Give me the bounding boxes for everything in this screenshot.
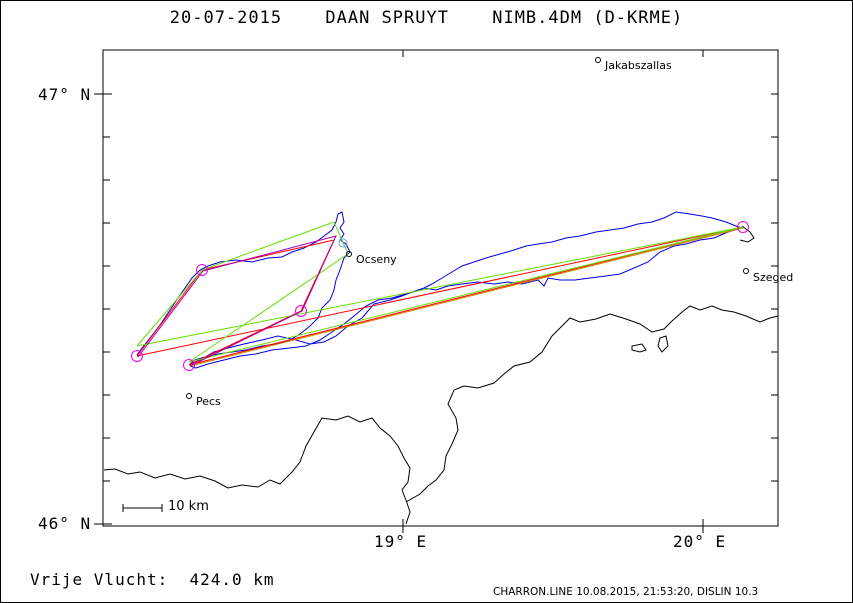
lon-label-19: 19° E — [374, 532, 428, 551]
lake-outline — [631, 335, 669, 353]
scale-bar-label: 10 km — [168, 499, 209, 514]
plot-border — [102, 49, 779, 527]
lat-label-47: 47° N — [38, 85, 92, 104]
route-purple — [137, 235, 337, 367]
map-title: 20-07-2015 DAAN SPRUYT NIMB.4DM (D-KRME) — [0, 8, 853, 28]
scale-bar — [122, 504, 163, 512]
turnpoint-5 — [338, 238, 348, 248]
turnpoint-start — [131, 350, 143, 362]
city-label-jakabszallas: Jakabszallas — [605, 59, 672, 72]
city-label-szeged: Szeged — [753, 271, 794, 284]
turnpoints — [131, 221, 749, 371]
city-markers — [186, 57, 749, 399]
credit-line: CHARRON.LINE 10.08.2015, 21:53:20, DISLI… — [493, 586, 759, 598]
turnpoint-1 — [196, 264, 208, 276]
city-label-ocseny: Ocseny — [356, 253, 397, 266]
lat-label-46: 46° N — [38, 514, 92, 533]
city-marker-szeged — [743, 268, 749, 274]
lon-label-20: 20° E — [673, 532, 727, 551]
flight-distance: Vrije Vlucht: 424.0 km — [30, 570, 275, 589]
city-marker-pecs — [186, 393, 192, 399]
country-border — [103, 305, 779, 525]
route-green — [136, 221, 744, 363]
turnpoint-3 — [183, 359, 195, 371]
turnpoint-4 — [737, 221, 749, 233]
city-marker-ocseny — [346, 251, 352, 257]
city-marker-jakabszallas — [595, 57, 601, 63]
city-label-pecs: Pecs — [196, 395, 221, 408]
route-red — [136, 226, 744, 366]
flight-date: 20-07-2015 — [169, 8, 283, 28]
gps-track — [136, 211, 744, 369]
pilot-name: DAAN SPRUYT — [325, 8, 449, 28]
axis-ticks — [94, 50, 778, 533]
route-orange — [189, 227, 744, 367]
turnpoint-2 — [295, 305, 307, 317]
glider-name: NIMB.4DM (D-KRME) — [492, 8, 684, 28]
